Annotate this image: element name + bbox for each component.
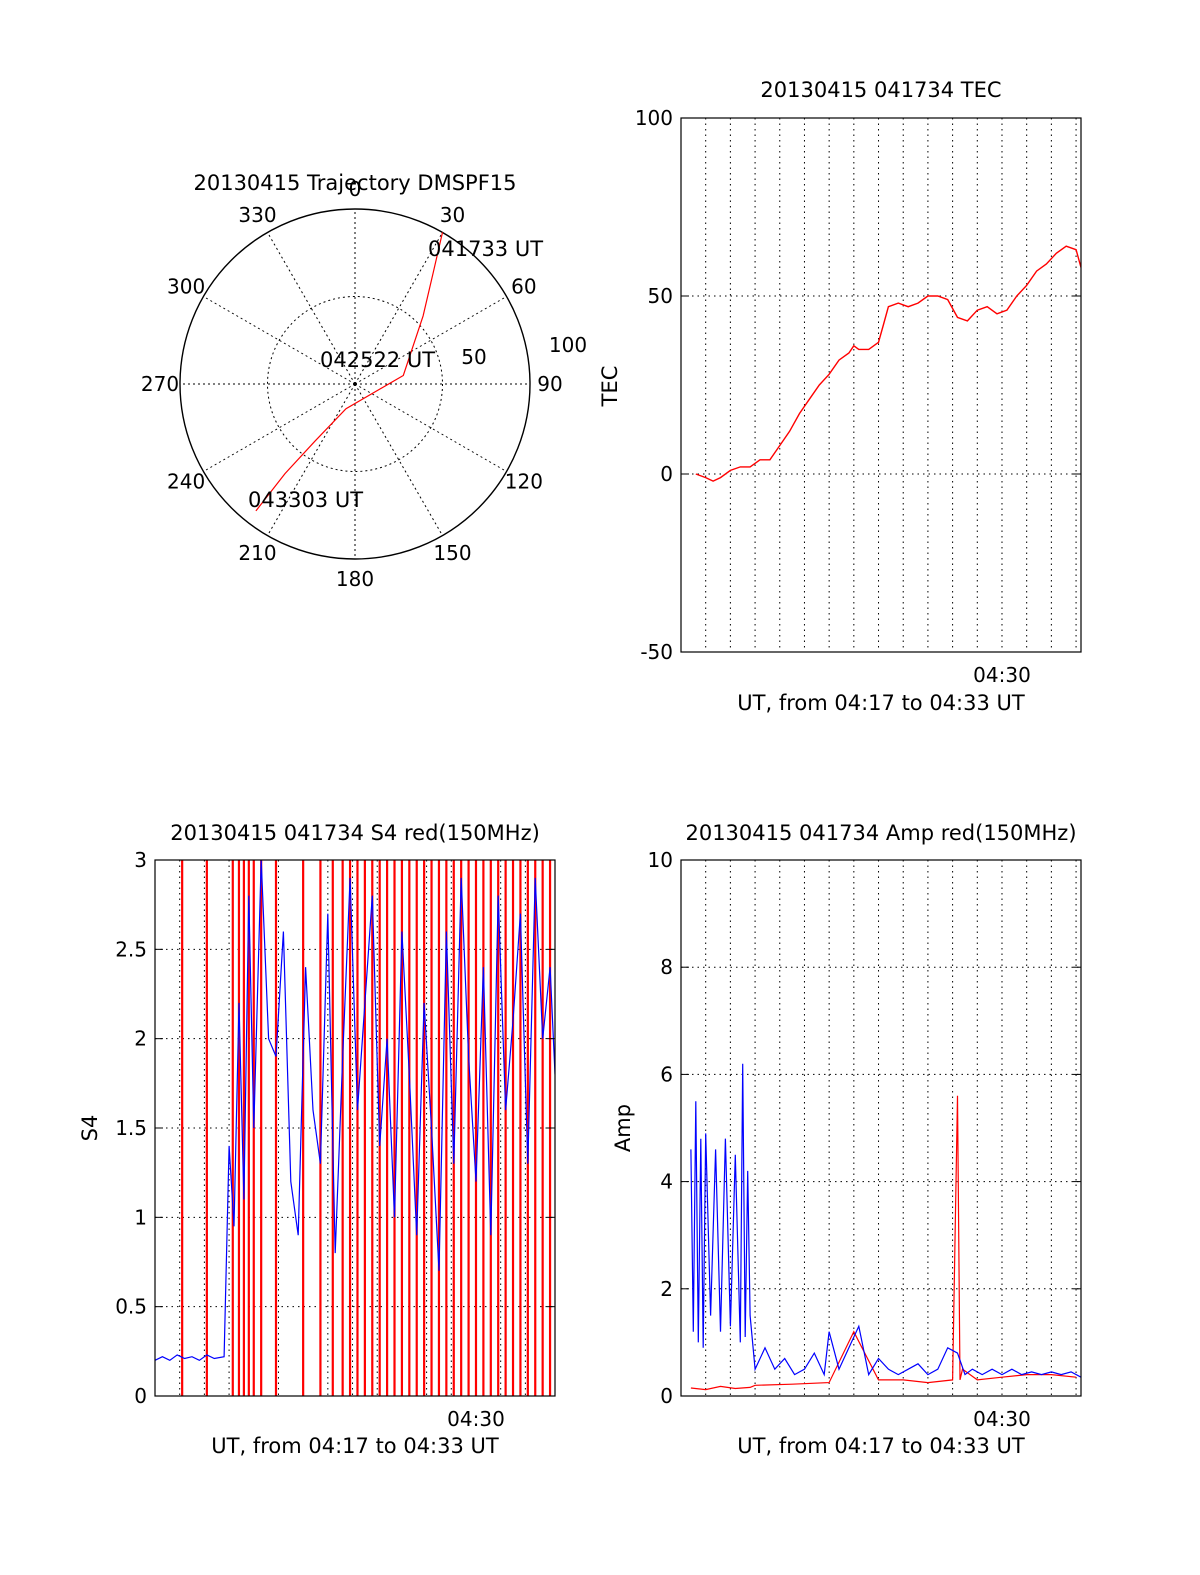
polar-angle-label: 240 xyxy=(167,470,205,494)
polar-angle-label: 270 xyxy=(141,372,179,396)
trajectory-panel: 20130415 Trajectory DMSPF15 0 30 60 90 120 15… xyxy=(141,171,587,591)
polar-angle-label: 60 xyxy=(511,275,536,299)
tec-ytick-label: 100 xyxy=(635,106,673,130)
s4-ytick-label: 2.5 xyxy=(115,937,147,961)
polar-angle-label: 0 xyxy=(349,177,362,201)
tec-series-line xyxy=(695,245,1081,482)
tec-plot-frame xyxy=(680,117,1082,653)
tec-xtick-label: 04:30 xyxy=(973,663,1031,687)
polar-angle-label: 210 xyxy=(238,541,276,565)
amp-ytick-label: 6 xyxy=(660,1062,673,1086)
amp-title: 20130415 041734 Amp red(150MHz) xyxy=(685,821,1076,845)
trajectory-annotation-mid: 042522 UT xyxy=(320,348,435,372)
tec-ylabel: TEC xyxy=(598,366,622,408)
amp-red-line xyxy=(690,1095,1077,1391)
amp-ytick-label: 10 xyxy=(648,848,673,872)
polar-angle-label: 180 xyxy=(336,567,374,591)
s4-series xyxy=(155,860,555,1396)
s4-title: 20130415 041734 S4 red(150MHz) xyxy=(170,821,540,845)
polar-spoke xyxy=(267,232,356,385)
polar-radial-labels: 50 100 xyxy=(461,333,587,369)
s4-ytick-label: 0.5 xyxy=(115,1295,147,1319)
s4-ytick-label: 2 xyxy=(134,1027,147,1051)
tec-panel: 20130415 041734 TEC 100 50 0 -50 04:30 UT, … xyxy=(598,78,1082,715)
polar-radial-circle xyxy=(267,296,443,472)
amp-xtick-label: 04:30 xyxy=(973,1407,1031,1431)
polar-spoke xyxy=(203,296,356,385)
trajectory-title: 20130415 Trajectory DMSPF15 xyxy=(193,171,516,195)
amp-yticks: 10 8 6 4 2 0 xyxy=(648,848,1081,1408)
polar-angle-label: 30 xyxy=(440,203,465,227)
polar-angle-label: 150 xyxy=(433,541,471,565)
s4-yticks: 3 2.5 2 1.5 1 0.5 0 xyxy=(115,848,555,1408)
polar-angle-label: 300 xyxy=(167,275,205,299)
polar-radial-label: 100 xyxy=(549,333,587,357)
polar-spoke xyxy=(354,232,443,385)
s4-ytick-label: 0 xyxy=(134,1384,147,1408)
polar-series xyxy=(255,232,444,512)
amp-series xyxy=(690,1063,1081,1391)
amp-ytick-label: 2 xyxy=(660,1277,673,1301)
s4-blue-line xyxy=(155,860,555,1361)
s4-xlabel: UT, from 04:17 to 04:33 UT xyxy=(211,1434,499,1458)
tec-series xyxy=(695,245,1081,482)
polar-angle-label: 90 xyxy=(537,372,562,396)
polar-angle-label: 120 xyxy=(505,470,543,494)
tec-grid xyxy=(681,118,1081,652)
trajectory-annotation-end: 043303 UT xyxy=(248,488,363,512)
tec-ytick-label: 50 xyxy=(648,284,673,308)
polar-spoke xyxy=(203,383,356,472)
polar-spoke xyxy=(354,383,443,536)
polar-grid xyxy=(179,208,531,560)
s4-xtick-label: 04:30 xyxy=(447,1407,505,1431)
s4-ytick-label: 3 xyxy=(134,848,147,872)
polar-spoke xyxy=(354,296,507,385)
polar-spoke xyxy=(354,383,507,472)
amp-ytick-label: 4 xyxy=(660,1170,673,1194)
polar-outer-circle xyxy=(179,208,531,560)
s4-ylabel: S4 xyxy=(78,1115,102,1142)
polar-trajectory-line xyxy=(255,232,444,512)
amp-blue-line xyxy=(690,1063,1081,1378)
amp-ytick-label: 0 xyxy=(660,1384,673,1408)
polar-radial-label: 50 xyxy=(461,345,486,369)
s4-panel: 20130415 041734 S4 red(150MHz) 3 2.5 2 1.5 1… xyxy=(78,821,556,1458)
polar-spoke xyxy=(267,383,356,536)
tec-ytick-label: 0 xyxy=(660,462,673,486)
amp-plot-frame xyxy=(680,859,1082,1397)
amp-ylabel: Amp xyxy=(611,1104,635,1152)
s4-ytick-label: 1 xyxy=(134,1205,147,1229)
amp-xlabel: UT, from 04:17 to 04:33 UT xyxy=(737,1434,1025,1458)
polar-angle-label: 330 xyxy=(238,203,276,227)
tec-yticks: 100 50 0 -50 xyxy=(635,106,1081,664)
amp-ytick-label: 8 xyxy=(660,955,673,979)
amp-panel: 20130415 041734 Amp red(150MHz) 1086420 … xyxy=(611,821,1082,1458)
tec-ytick-label: -50 xyxy=(640,640,673,664)
trajectory-annotation-start: 041733 UT xyxy=(428,237,543,261)
tec-xlabel: UT, from 04:17 to 04:33 UT xyxy=(737,691,1025,715)
tec-title: 20130415 041734 TEC xyxy=(760,78,1001,102)
polar-angle-labels: 0 30 60 90 120 150 180 210 240 270 300 330 xyxy=(141,177,563,591)
s4-ytick-label: 1.5 xyxy=(115,1116,147,1140)
